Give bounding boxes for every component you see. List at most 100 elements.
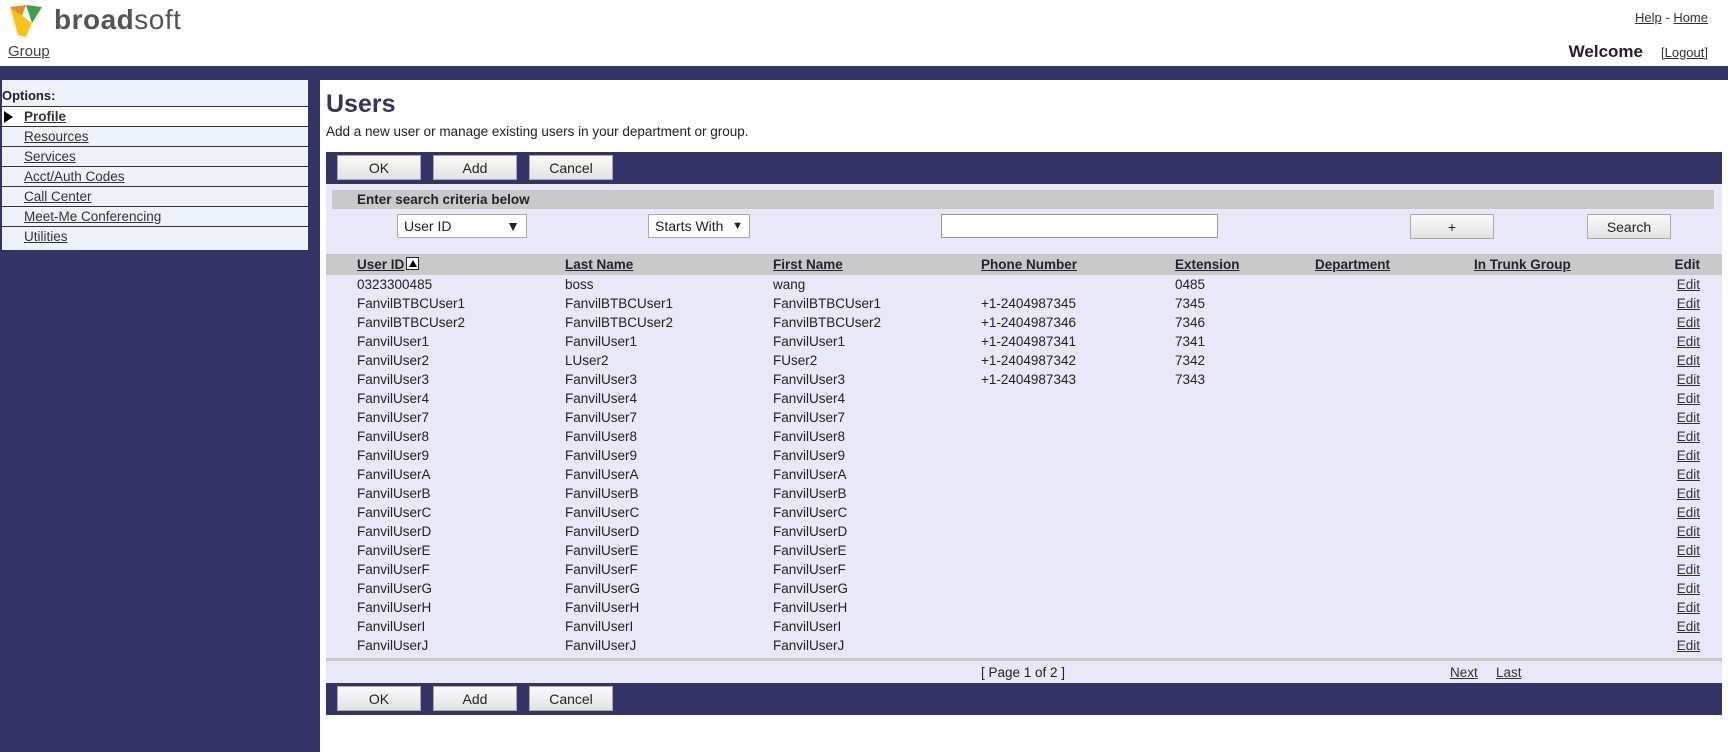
cell-phone-number: +1-2404987346 <box>981 315 1076 330</box>
edit-link[interactable]: Edit <box>1676 353 1700 368</box>
cell-in-trunk-group <box>1443 617 1646 636</box>
edit-link[interactable]: Edit <box>1676 372 1700 387</box>
options-menu: Options: Profile Resources Services Acct… <box>2 80 308 250</box>
welcome-area: Welcome [Logout] <box>1569 42 1708 62</box>
sidebar-item-label[interactable]: Call Center <box>24 189 92 204</box>
sidebar-item-label[interactable]: Meet-Me Conferencing <box>24 209 162 224</box>
cell-first-name: FanvilUserG <box>773 581 849 596</box>
top-button-bar: OK Add Cancel <box>326 152 1722 184</box>
selected-value: Starts With <box>655 218 724 234</box>
cell-phone-number <box>950 560 1144 579</box>
sidebar-item-label[interactable]: Resources <box>24 129 89 144</box>
home-link[interactable]: Home <box>1673 10 1708 25</box>
search-input[interactable] <box>941 214 1218 238</box>
cell-extension <box>1144 465 1284 484</box>
table-row: FanvilUser7 FanvilUser7 FanvilUser7 Edit <box>326 408 1722 427</box>
last-page-link[interactable]: Last <box>1496 665 1522 680</box>
next-page-link[interactable]: Next <box>1450 665 1478 680</box>
edit-link[interactable]: Edit <box>1676 505 1700 520</box>
sidebar-item-label[interactable]: Services <box>24 149 76 164</box>
cell-in-trunk-group <box>1443 370 1646 389</box>
cell-user-id: 0323300485 <box>357 277 433 292</box>
sidebar-item-utilities[interactable]: Utilities <box>2 227 308 247</box>
cell-user-id: FanvilUserF <box>357 562 430 577</box>
cell-first-name: wang <box>773 277 806 292</box>
table-row: FanvilUserH FanvilUserH FanvilUserH Edit <box>326 598 1722 617</box>
add-criteria-button[interactable]: + <box>1410 214 1494 239</box>
sort-ascending-icon[interactable] <box>406 257 420 270</box>
cell-in-trunk-group <box>1443 579 1646 598</box>
search-mode-select[interactable]: Starts With ▼ <box>648 214 750 238</box>
help-link[interactable]: Help <box>1634 10 1662 25</box>
col-user-id[interactable]: User ID <box>326 254 534 275</box>
group-link[interactable]: Group <box>8 43 50 60</box>
edit-link[interactable]: Edit <box>1676 486 1700 501</box>
edit-link[interactable]: Edit <box>1676 410 1700 425</box>
cell-department <box>1284 465 1443 484</box>
table-row: FanvilUserD FanvilUserD FanvilUserD Edit <box>326 522 1722 541</box>
edit-link[interactable]: Edit <box>1676 600 1700 615</box>
col-extension[interactable]: Extension <box>1144 254 1284 275</box>
cell-user-id: FanvilUser9 <box>357 448 430 463</box>
edit-link[interactable]: Edit <box>1676 543 1700 558</box>
table-header-row: User ID Last Name First Name Phone Numbe… <box>326 254 1722 275</box>
cell-edit: Edit <box>1646 484 1722 503</box>
edit-link[interactable]: Edit <box>1676 562 1700 577</box>
sidebar-item-acct-auth-codes[interactable]: Acct/Auth Codes <box>2 167 308 187</box>
cell-edit: Edit <box>1646 446 1722 465</box>
edit-link[interactable]: Edit <box>1676 296 1700 311</box>
ok-button[interactable]: OK <box>337 155 421 180</box>
edit-link[interactable]: Edit <box>1676 581 1700 596</box>
edit-link[interactable]: Edit <box>1676 391 1700 406</box>
col-in-trunk-group[interactable]: In Trunk Group <box>1443 254 1647 275</box>
sidebar-item-meet-me-conferencing[interactable]: Meet-Me Conferencing <box>2 207 308 227</box>
col-department[interactable]: Department <box>1284 254 1443 275</box>
edit-link[interactable]: Edit <box>1676 524 1700 539</box>
cell-first-name: FanvilBTBCUser2 <box>773 315 882 330</box>
cancel-button[interactable]: Cancel <box>529 155 613 180</box>
col-last-name[interactable]: Last Name <box>534 254 742 275</box>
edit-link[interactable]: Edit <box>1676 467 1700 482</box>
sidebar-item-resources[interactable]: Resources <box>2 127 308 147</box>
cell-extension <box>1144 427 1284 446</box>
sidebar-item-label[interactable]: Acct/Auth Codes <box>24 169 125 184</box>
cell-first-name: FanvilUserH <box>773 600 848 615</box>
broadsoft-logo-icon <box>10 5 42 37</box>
search-button[interactable]: Search <box>1587 214 1671 239</box>
cell-edit: Edit <box>1646 294 1722 313</box>
cell-department <box>1284 370 1443 389</box>
sidebar-item-services[interactable]: Services <box>2 147 308 167</box>
cell-extension: 7346 <box>1175 315 1206 330</box>
search-field-select[interactable]: User ID ▼ <box>397 214 527 238</box>
logout-link[interactable]: [Logout] <box>1661 45 1708 60</box>
cancel-button[interactable]: Cancel <box>529 686 613 711</box>
edit-link[interactable]: Edit <box>1676 638 1700 653</box>
edit-link[interactable]: Edit <box>1676 277 1700 292</box>
cell-user-id: FanvilUserG <box>357 581 433 596</box>
cell-last-name: FanvilUser7 <box>565 410 638 425</box>
sidebar-item-label[interactable]: Utilities <box>24 229 68 244</box>
sidebar-item-call-center[interactable]: Call Center <box>2 187 308 207</box>
add-button[interactable]: Add <box>433 155 517 180</box>
cell-phone-number <box>950 408 1144 427</box>
ok-button[interactable]: OK <box>337 686 421 711</box>
edit-link[interactable]: Edit <box>1676 429 1700 444</box>
cell-user-id: FanvilUserE <box>357 543 431 558</box>
nav-bar <box>0 66 1728 80</box>
cell-phone-number <box>950 465 1144 484</box>
cell-last-name: boss <box>565 277 594 292</box>
edit-link[interactable]: Edit <box>1676 619 1700 634</box>
sidebar-item-profile[interactable]: Profile <box>2 107 308 127</box>
edit-link[interactable]: Edit <box>1676 334 1700 349</box>
cell-first-name: FanvilUserI <box>773 619 842 634</box>
table-row: FanvilUser3 FanvilUser3 FanvilUser3 +1-2404… <box>326 370 1722 389</box>
welcome-text: Welcome <box>1568 42 1643 61</box>
cell-phone-number <box>950 275 1144 294</box>
sidebar-item-label[interactable]: Profile <box>24 109 67 124</box>
add-button[interactable]: Add <box>433 686 517 711</box>
edit-link[interactable]: Edit <box>1676 315 1700 330</box>
col-phone-number[interactable]: Phone Number <box>950 254 1144 275</box>
cell-edit: Edit <box>1646 579 1722 598</box>
col-first-name[interactable]: First Name <box>742 254 950 275</box>
edit-link[interactable]: Edit <box>1676 448 1700 463</box>
